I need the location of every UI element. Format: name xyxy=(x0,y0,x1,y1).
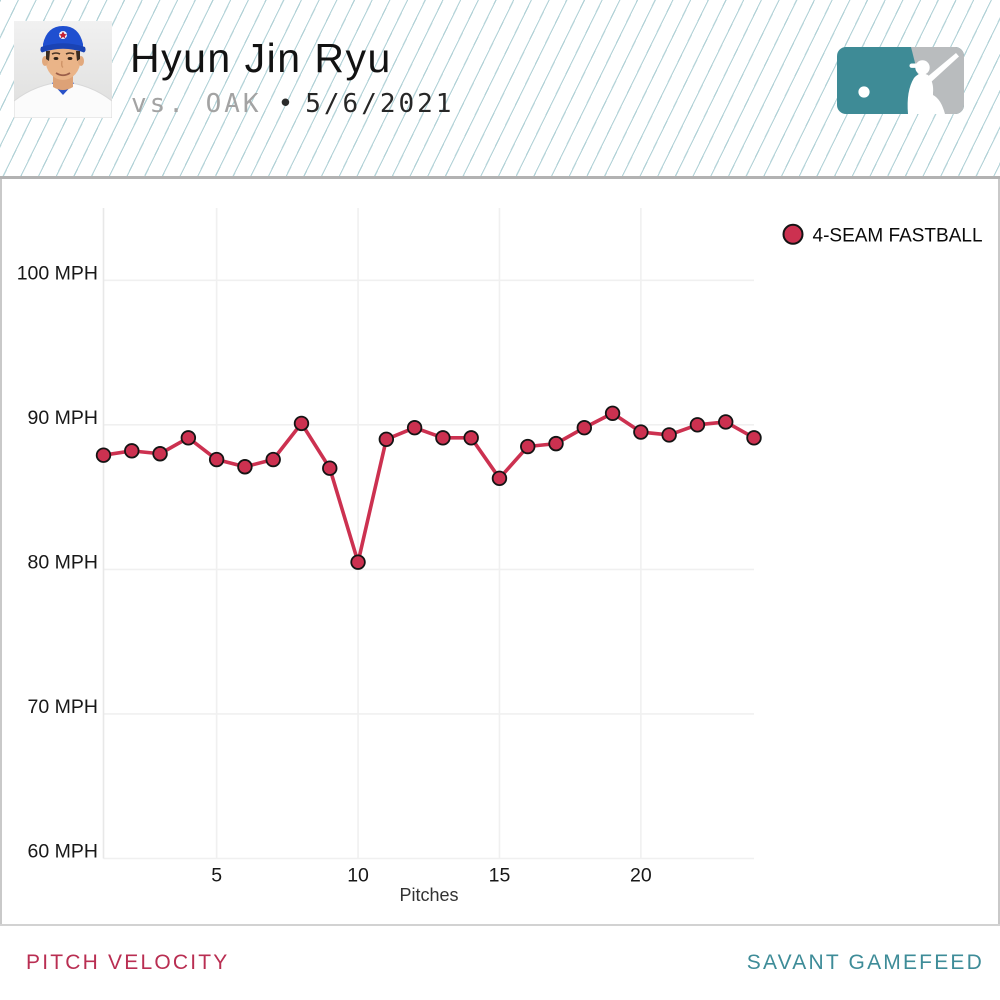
x-tick-label: 5 xyxy=(211,865,222,887)
data-point[interactable] xyxy=(576,420,593,436)
pitch-velocity-chart: 60 MPH 70 MPH 80 MPH 90 MPH 100 MPH 5 10 15 20 P… xyxy=(17,208,983,905)
footer-bar: PITCH VELOCITY SAVANT GAMEFEED xyxy=(0,924,1000,1000)
data-point[interactable] xyxy=(293,415,310,432)
header-banner: Hyun Jin Ryu vs. OAK • 5/6/2021 xyxy=(0,0,1000,179)
player-headshot xyxy=(14,21,112,118)
chart-axis-labels: 60 MPH 70 MPH 80 MPH 90 MPH 100 MPH 5 10 15 20 xyxy=(17,262,652,886)
legend[interactable]: 4-SEAM FASTBALL xyxy=(782,223,983,247)
x-axis-title: Pitches xyxy=(399,885,458,905)
data-point[interactable] xyxy=(633,424,649,440)
series-line xyxy=(101,411,756,564)
legend-marker-icon[interactable] xyxy=(782,223,804,245)
data-point[interactable] xyxy=(265,451,281,468)
y-tick-label: 100 MPH xyxy=(17,262,98,284)
x-tick-label: 20 xyxy=(630,865,652,887)
data-point[interactable] xyxy=(718,414,734,430)
cap-brim xyxy=(40,43,86,53)
cap-logo-detail xyxy=(59,31,67,39)
data-point[interactable] xyxy=(378,431,395,447)
chart-gridlines xyxy=(102,208,754,860)
game-date: 5/6/2021 xyxy=(305,89,455,119)
chart-type-label: PITCH VELOCITY xyxy=(26,951,230,974)
data-point[interactable] xyxy=(689,417,706,433)
mlb-logo-icon xyxy=(837,47,964,114)
data-point[interactable] xyxy=(350,554,366,570)
hair xyxy=(46,51,50,61)
data-point[interactable] xyxy=(180,430,197,446)
mlb-logo-ball xyxy=(858,86,870,98)
eye xyxy=(53,57,59,60)
x-tick-label: 10 xyxy=(347,865,369,887)
eye xyxy=(67,57,73,60)
mlb-logo-batter xyxy=(907,53,959,114)
eyebrow xyxy=(65,52,75,55)
x-tick-label: 15 xyxy=(489,865,511,887)
data-point[interactable] xyxy=(746,430,762,446)
data-point[interactable] xyxy=(661,427,677,443)
nose xyxy=(60,60,64,69)
hair xyxy=(76,51,80,61)
data-point[interactable] xyxy=(604,405,621,421)
y-tick-label: 80 MPH xyxy=(28,551,98,573)
data-point[interactable] xyxy=(406,420,423,436)
face xyxy=(45,40,81,80)
data-point[interactable] xyxy=(463,430,479,446)
legend-label[interactable]: 4-SEAM FASTBALL xyxy=(813,226,983,247)
page-title-player-name: Hyun Jin Ryu xyxy=(130,35,392,81)
data-point[interactable] xyxy=(124,443,140,459)
data-point[interactable] xyxy=(520,438,536,455)
mouth xyxy=(55,72,71,77)
data-point[interactable] xyxy=(152,446,168,462)
savant-gamefeed-brand: SAVANT GAMEFEED xyxy=(746,951,984,974)
matchup-subtitle: vs. OAK • 5/6/2021 xyxy=(131,90,454,118)
data-point[interactable] xyxy=(208,451,225,468)
matchup-opponent: vs. OAK xyxy=(131,89,262,119)
y-tick-label: 90 MPH xyxy=(28,407,98,429)
data-point[interactable] xyxy=(435,430,451,446)
data-point[interactable] xyxy=(95,447,112,463)
eyebrow xyxy=(51,52,61,55)
data-point[interactable] xyxy=(548,435,564,452)
y-tick-label: 60 MPH xyxy=(28,841,98,863)
bullet-separator: • xyxy=(277,89,294,119)
chart-series xyxy=(95,405,762,570)
data-point[interactable] xyxy=(322,460,338,476)
data-point[interactable] xyxy=(491,470,508,487)
data-point[interactable] xyxy=(237,459,253,475)
y-tick-label: 70 MPH xyxy=(28,696,98,718)
